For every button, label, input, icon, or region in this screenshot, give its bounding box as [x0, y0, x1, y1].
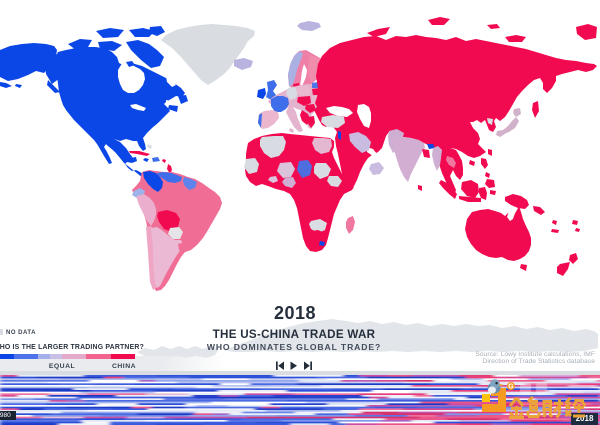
svg-text:G: G [508, 384, 514, 391]
